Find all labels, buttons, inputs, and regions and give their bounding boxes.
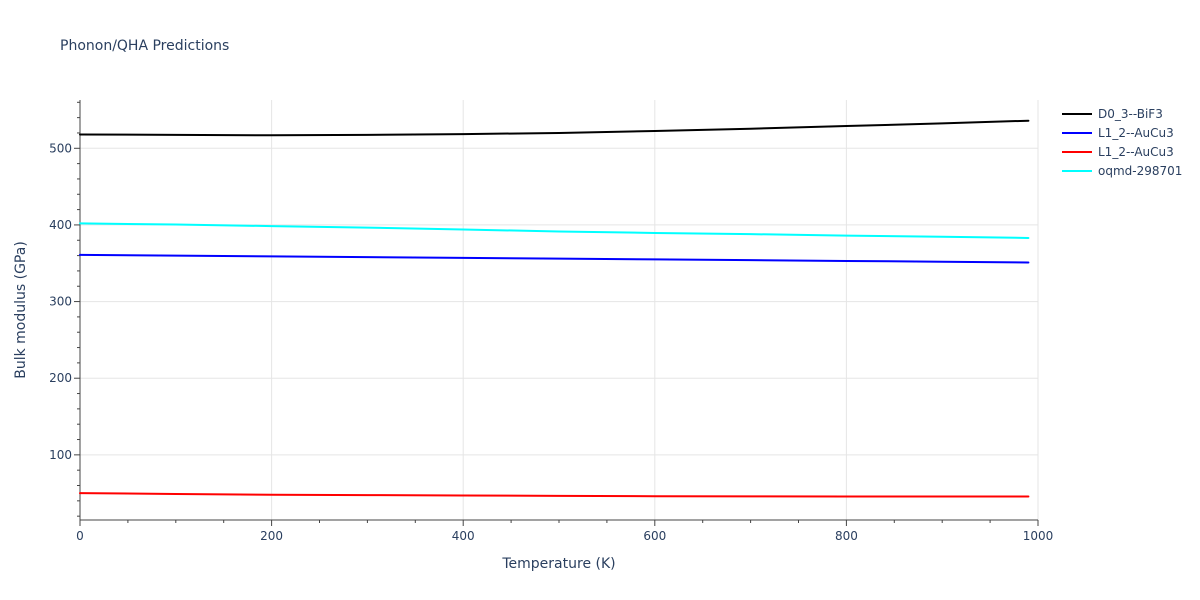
x-tick-label: 400 bbox=[452, 529, 475, 543]
y-tick-label: 200 bbox=[49, 371, 72, 385]
legend-label: L1_2--AuCu3 bbox=[1098, 126, 1174, 140]
legend-label: oqmd-298701 bbox=[1098, 164, 1182, 178]
series-line-1[interactable] bbox=[79, 253, 1030, 264]
y-tick-label: 500 bbox=[49, 141, 72, 155]
y-tick-label: 400 bbox=[49, 218, 72, 232]
series-line-3[interactable] bbox=[79, 222, 1030, 239]
x-tick-label: 800 bbox=[835, 529, 858, 543]
series-layer bbox=[79, 119, 1030, 498]
legend[interactable]: D0_3--BiF3 L1_2--AuCu3 L1_2--AuCu3 oqmd-298… bbox=[1062, 107, 1182, 178]
y-tick-label: 300 bbox=[49, 295, 72, 309]
legend-label: D0_3--BiF3 bbox=[1098, 107, 1163, 121]
x-tick-label: 0 bbox=[76, 529, 84, 543]
x-tick-label: 600 bbox=[643, 529, 666, 543]
legend-item[interactable]: L1_2--AuCu3 bbox=[1062, 145, 1174, 159]
series-line-0[interactable] bbox=[79, 119, 1030, 137]
legend-label: L1_2--AuCu3 bbox=[1098, 145, 1174, 159]
y-axis-title: Bulk modulus (GPa) bbox=[13, 241, 29, 379]
x-axis-title: Temperature (K) bbox=[501, 556, 615, 572]
legend-item[interactable]: D0_3--BiF3 bbox=[1062, 107, 1163, 121]
series-line-2[interactable] bbox=[79, 492, 1030, 498]
chart-title: Phonon/QHA Predictions bbox=[60, 38, 229, 54]
legend-item[interactable]: oqmd-298701 bbox=[1062, 164, 1182, 178]
legend-item[interactable]: L1_2--AuCu3 bbox=[1062, 126, 1174, 140]
axes-layer: 0 200 400 600 800 1000 100 200 300 400 500 bbox=[49, 100, 1053, 543]
x-tick-label: 200 bbox=[260, 529, 283, 543]
y-tick-label: 100 bbox=[49, 448, 72, 462]
x-tick-label: 1000 bbox=[1023, 529, 1054, 543]
grid-layer bbox=[80, 100, 1039, 520]
